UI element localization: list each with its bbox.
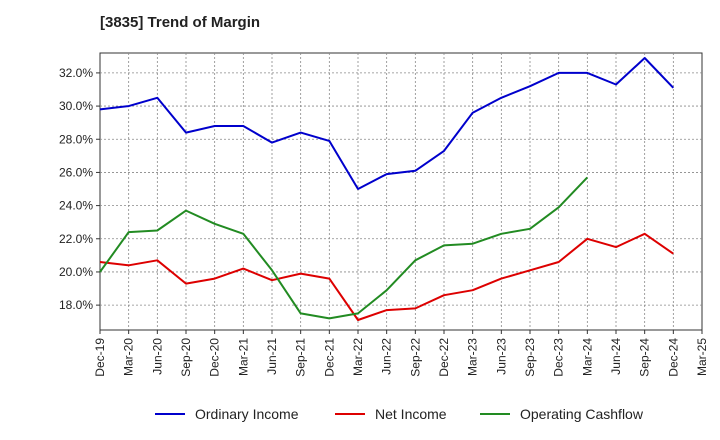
legend-swatch-ordinary-income — [155, 413, 185, 415]
x-tick-label: Sep-21 — [294, 338, 308, 377]
legend-swatch-operating-cashflow — [480, 413, 510, 415]
x-tick-label: Dec-23 — [552, 338, 566, 377]
y-tick-label: 30.0% — [59, 99, 93, 113]
y-tick-label: 18.0% — [59, 298, 93, 312]
legend-label-net-income: Net Income — [375, 406, 447, 422]
plot-area — [99, 52, 703, 331]
y-tick-label: 22.0% — [59, 232, 93, 246]
x-tick-label: Mar-22 — [351, 338, 365, 376]
x-tick-label: Sep-23 — [523, 338, 537, 377]
x-tick-label: Dec-22 — [437, 338, 451, 377]
y-tick-label: 28.0% — [59, 132, 93, 146]
x-tick-label: Mar-21 — [236, 338, 250, 376]
x-tick-label: Jun-24 — [609, 338, 623, 375]
x-tick-label: Sep-22 — [408, 338, 422, 377]
x-tick-label: Jun-21 — [265, 338, 279, 375]
x-tick-label: Mar-25 — [695, 338, 709, 376]
x-tick-label: Mar-24 — [580, 338, 594, 376]
x-tick-label: Dec-20 — [208, 338, 222, 377]
x-tick-label: Jun-23 — [494, 338, 508, 375]
chart-title: [3835] Trend of Margin — [100, 14, 261, 31]
x-tick-label: Jun-22 — [380, 338, 394, 375]
legend-label-operating-cashflow: Operating Cashflow — [520, 406, 643, 422]
legend-operating-cashflow: Operating Cashflow — [480, 406, 643, 422]
x-tick-label: Jun-20 — [150, 338, 164, 375]
legend-swatch-net-income — [335, 413, 365, 415]
x-tick-label: Dec-24 — [666, 338, 680, 377]
x-tick-label: Sep-24 — [638, 338, 652, 377]
legend-label-ordinary-income: Ordinary Income — [195, 406, 299, 422]
legend-ordinary-income: Ordinary Income — [155, 406, 298, 422]
y-tick-label: 24.0% — [59, 199, 93, 213]
y-tick-label: 20.0% — [59, 265, 93, 279]
x-tick-label: Mar-23 — [466, 338, 480, 376]
legend-net-income: Net Income — [335, 406, 447, 422]
x-tick-label: Sep-20 — [179, 338, 193, 377]
x-tick-label: Dec-19 — [93, 338, 107, 377]
series-line-net-income — [99, 232, 674, 321]
series-line-ordinary-income — [99, 57, 675, 190]
y-tick-label: 26.0% — [59, 165, 93, 179]
x-tick-label: Dec-21 — [322, 338, 336, 377]
series-line-operating-cashflow — [99, 176, 589, 320]
y-tick-label: 32.0% — [59, 66, 93, 80]
x-tick-label: Mar-20 — [122, 338, 136, 376]
